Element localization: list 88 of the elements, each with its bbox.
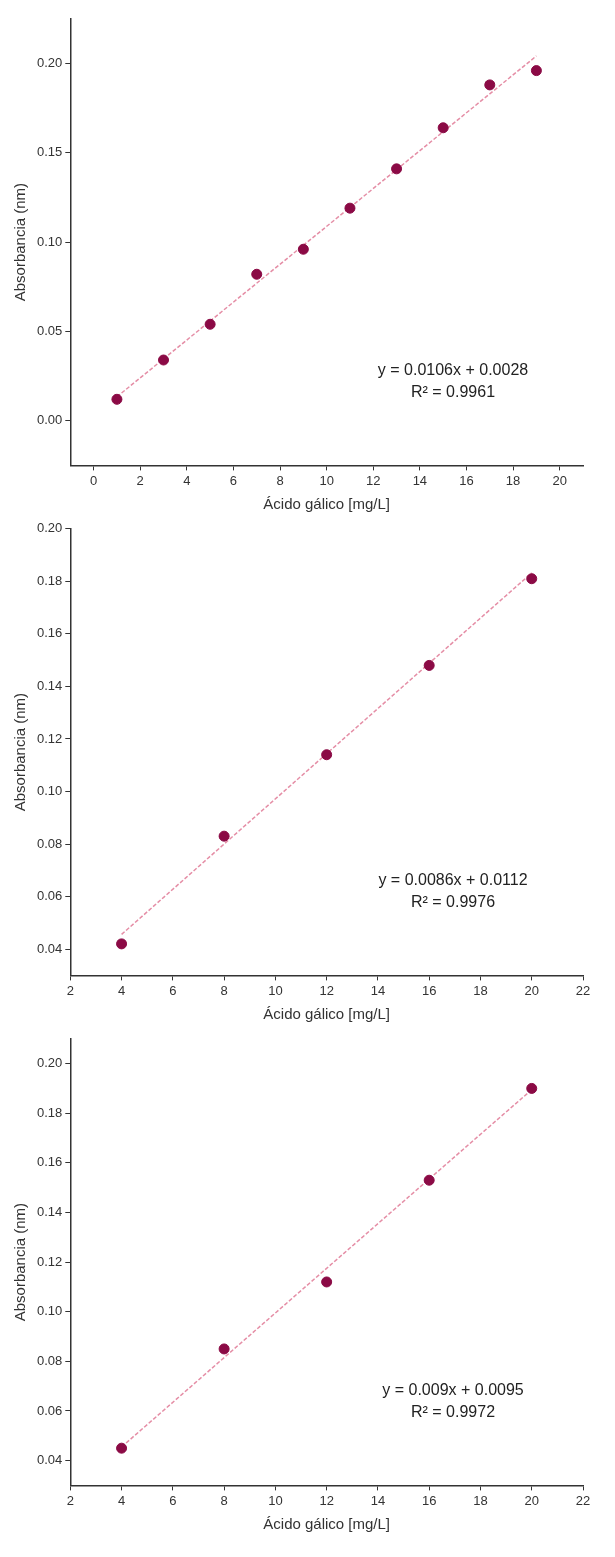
annotation: R² = 0.9961 [410, 383, 496, 401]
y-axis-title: Absorbancia (nm) [11, 1202, 29, 1322]
y-axis-title: Absorbancia (nm) [11, 692, 29, 812]
x-tick-label: 22 [575, 1492, 591, 1508]
y-tick-label: 0.15 [36, 144, 63, 160]
point [251, 268, 263, 280]
point [526, 573, 538, 585]
x-tick-label: 22 [575, 982, 591, 998]
annotation: y = 0.009x + 0.0095 [382, 1381, 524, 1399]
y-tick-label: 0.06 [36, 888, 63, 904]
x-tick-label: 18 [473, 1492, 488, 1508]
x-tick-label: 8 [220, 982, 228, 998]
y-axis-title: Absorbancia (nm) [11, 182, 29, 302]
point [321, 1276, 333, 1288]
x-tick-label: 8 [276, 472, 284, 488]
x-tick-label: 4 [183, 472, 191, 488]
x-tick-label: 20 [524, 1492, 539, 1508]
y-tick-label: 0.18 [36, 1104, 63, 1120]
point [423, 1174, 435, 1186]
annotation: y = 0.0106x + 0.0028 [377, 361, 529, 379]
point [297, 243, 309, 255]
y-tick-label: 0.14 [36, 678, 63, 693]
y-tick-label: 0.18 [36, 572, 63, 588]
point [526, 1082, 538, 1094]
point [530, 65, 542, 77]
x-tick-label: 0 [89, 472, 98, 488]
x-tick-label: 16 [421, 1492, 437, 1508]
point [484, 79, 496, 91]
point [116, 1442, 128, 1454]
y-tick-label: 0.20 [36, 55, 63, 71]
y-tick-label: 0.16 [36, 625, 63, 641]
y-tick-label: 0.04 [36, 940, 63, 956]
x-axis-title: Ácido gálico [mg/L] [263, 1005, 391, 1023]
annotation: R² = 0.9972 [410, 1403, 496, 1421]
point [321, 749, 333, 761]
y-tick-label: 0.06 [36, 1402, 63, 1418]
x-tick-label: 16 [421, 982, 437, 998]
x-tick-label: 4 [117, 1492, 126, 1508]
x-tick-label: 6 [229, 472, 238, 488]
x-tick-label: 12 [366, 472, 381, 488]
x-tick-label: 12 [319, 982, 334, 998]
x-tick-label: 2 [136, 472, 144, 488]
x-tick-label: 6 [169, 1492, 177, 1508]
point [391, 163, 403, 175]
y-tick-label: 0.20 [36, 1055, 63, 1071]
x-tick-label: 14 [370, 1492, 386, 1508]
x-tick-label: 10 [319, 472, 334, 488]
point [111, 393, 123, 405]
y-tick-label: 0.14 [36, 1204, 63, 1220]
x-tick-label: 2 [66, 982, 74, 998]
point [158, 354, 170, 366]
y-tick-label: 0.04 [36, 1452, 63, 1468]
x-tick-label: 14 [370, 982, 386, 998]
x-tick-label: 14 [412, 472, 428, 488]
point [218, 1343, 230, 1355]
x-tick-label: 18 [505, 472, 521, 488]
y-tick-label: 0.08 [36, 835, 63, 851]
y-tick-label: 0.05 [36, 323, 63, 338]
x-axis-title: Ácido gálico [mg/L] [263, 1515, 391, 1533]
y-tick-label: 0.10 [36, 233, 63, 249]
point [218, 830, 230, 842]
x-tick-label: 8 [220, 1492, 228, 1508]
x-tick-label: 16 [459, 472, 474, 488]
x-tick-label: 10 [268, 982, 283, 998]
x-tick-label: 20 [524, 982, 539, 998]
y-tick-label: 0.12 [36, 730, 63, 746]
point [204, 318, 216, 330]
x-tick-label: 18 [473, 982, 488, 998]
point [344, 202, 356, 214]
point [437, 122, 449, 134]
x-tick-label: 10 [268, 1492, 283, 1508]
y-tick-label: 0.20 [36, 520, 63, 536]
x-tick-label: 2 [66, 1492, 74, 1508]
x-tick-label: 6 [169, 982, 177, 998]
y-tick-label: 0.16 [36, 1154, 63, 1170]
annotation: R² = 0.9976 [410, 893, 496, 911]
y-tick-label: 0.10 [36, 1303, 63, 1319]
x-axis-title: Ácido gálico [mg/L] [263, 495, 391, 513]
y-tick-label: 0.10 [36, 783, 63, 799]
y-tick-label: 0.08 [36, 1352, 63, 1368]
x-tick-label: 20 [552, 472, 567, 488]
annotation: y = 0.0086x + 0.0112 [378, 871, 528, 889]
point [116, 938, 128, 950]
y-tick-label: 0.00 [36, 412, 63, 428]
point [423, 659, 435, 671]
x-tick-label: 4 [117, 982, 126, 998]
x-tick-label: 12 [319, 1492, 334, 1508]
y-tick-label: 0.12 [36, 1253, 63, 1269]
